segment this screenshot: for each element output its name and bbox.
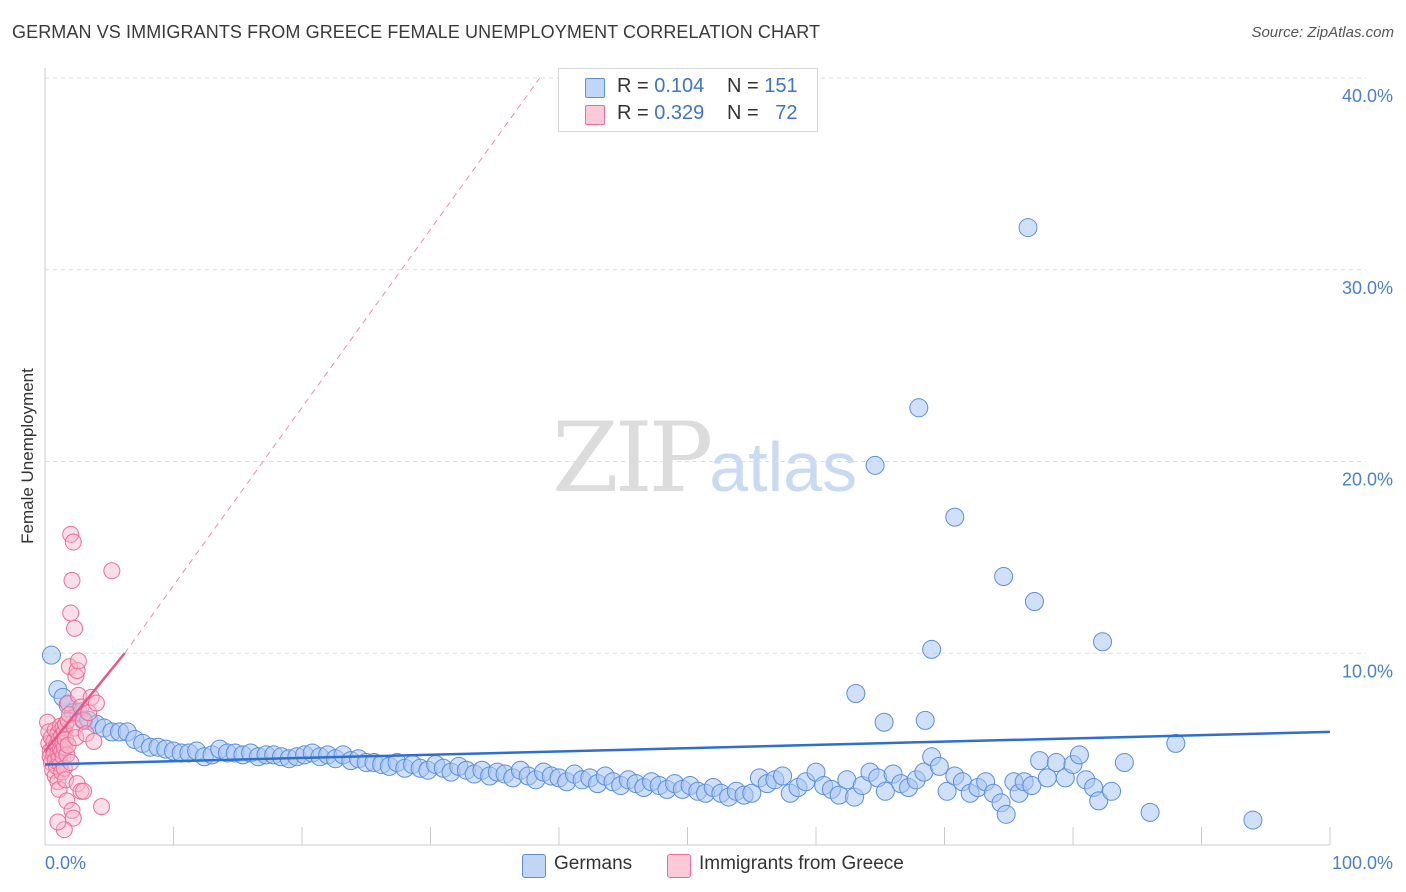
germans-point [937, 781, 957, 801]
tick-labels: 10.0% 20.0% 30.0% 40.0% 0.0% 100.0% [45, 86, 1393, 873]
greece-point [87, 694, 105, 712]
legend-row-germans: R = 0.104 N = 151 [559, 73, 817, 101]
legend-r-label: R = [617, 75, 655, 97]
grid-lines [45, 77, 1366, 654]
germans-points [41, 218, 1263, 830]
watermark-atlas: atlas [709, 428, 858, 506]
germans-point [1018, 218, 1038, 238]
greece-points [39, 525, 121, 839]
watermark: ZIPatlas [552, 402, 857, 514]
trend-lines-extended [124, 77, 541, 654]
axes [44, 68, 1331, 846]
greece-point [67, 729, 85, 747]
germans-point [1069, 745, 1089, 765]
watermark-zip: ZIP [552, 402, 713, 514]
greece-point [66, 619, 84, 637]
germans-point [41, 645, 61, 665]
greece-point [103, 562, 121, 580]
correlation-legend: R = 0.104 N = 151 R = 0.329 N = 72 [558, 68, 818, 132]
trend-lines [44, 652, 1331, 766]
germans-trend-line [44, 730, 1331, 766]
germans-point [875, 781, 895, 801]
germans-point [1030, 751, 1050, 771]
germans-point [874, 712, 894, 732]
germans-point [773, 766, 793, 786]
germans-point [1022, 776, 1042, 796]
germans-point [996, 804, 1016, 824]
y-tick-10: 10.0% [1342, 661, 1393, 681]
germans-point [915, 710, 935, 730]
greece-trend-line [44, 652, 126, 752]
germans-point [1089, 791, 1109, 811]
germans-point [929, 756, 949, 776]
y-tick-40: 40.0% [1342, 86, 1393, 106]
germans-point [945, 507, 965, 527]
greece-point [64, 533, 82, 551]
germans-point [1140, 802, 1160, 822]
legend-n-label: N = [727, 75, 765, 97]
legend-swatch-germans [522, 854, 546, 878]
germans-point [865, 455, 885, 475]
legend-label-greece: Immigrants from Greece [699, 853, 904, 874]
legend-swatch-greece [667, 854, 691, 878]
germans-point [922, 639, 942, 659]
source-label: Source: ZipAtlas.com [1251, 24, 1394, 41]
greece-point [93, 798, 111, 816]
germans-point [1024, 591, 1044, 611]
y-tick-20: 20.0% [1342, 470, 1393, 490]
greece-point [85, 732, 103, 750]
greece-point [58, 792, 76, 810]
greece-point [69, 652, 87, 670]
greece-point [75, 782, 93, 800]
greece-point [49, 813, 67, 831]
germans-point [994, 567, 1014, 587]
germans-point [1093, 632, 1113, 652]
legend-n-value: 151 [764, 75, 798, 97]
germans-point [742, 783, 762, 803]
chart-title: GERMAN VS IMMIGRANTS FROM GREECE FEMALE … [12, 22, 821, 42]
x-tick-max: 100.0% [1332, 853, 1393, 873]
greece-point [62, 604, 80, 622]
legend-r-value: 0.104 [654, 75, 705, 97]
germans-point [1114, 753, 1134, 773]
legend-r-label: R = [617, 102, 655, 124]
germans-point [909, 398, 929, 418]
legend-row-greece: R = 0.329 N = 72 [559, 100, 817, 128]
series-legend: Germans Immigrants from Greece [0, 852, 1406, 880]
germans-point [1243, 810, 1263, 830]
germans-point [846, 684, 866, 704]
germans-point [1166, 733, 1186, 753]
legend-r-value: 0.329 [654, 102, 705, 124]
legend-n-label: N = [727, 102, 765, 124]
legend-n-value: 72 [775, 102, 798, 124]
legend-label-germans: Germans [554, 853, 633, 874]
germans-point [1102, 781, 1122, 801]
greece-trend-extended [124, 77, 541, 654]
greece-point [63, 571, 81, 589]
y-tick-30: 30.0% [1342, 278, 1393, 298]
legend-swatch-pink [585, 105, 605, 125]
legend-swatch-blue [585, 78, 605, 98]
greece-point [60, 658, 78, 676]
x-tick-min: 0.0% [45, 853, 86, 873]
